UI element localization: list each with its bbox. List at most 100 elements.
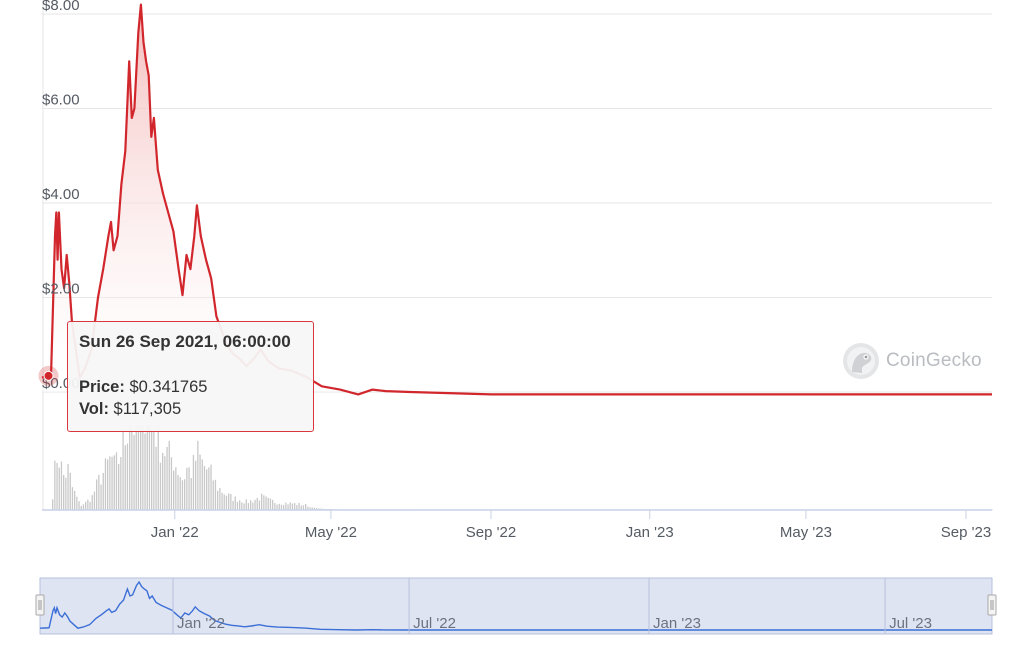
volume-bar bbox=[166, 447, 168, 510]
price-tooltip: Sun 26 Sep 2021, 06:00:00 Price: $0.3417… bbox=[67, 321, 314, 432]
gecko-logo-icon bbox=[843, 343, 879, 379]
navigator-left-handle[interactable] bbox=[35, 594, 45, 616]
volume-bar bbox=[168, 440, 170, 510]
volume-bar bbox=[252, 502, 254, 510]
volume-bar bbox=[254, 499, 256, 510]
volume-bar bbox=[181, 480, 184, 510]
volume-bar bbox=[236, 502, 239, 510]
volume-bar bbox=[102, 472, 104, 510]
hover-point bbox=[43, 370, 54, 381]
volume-bar bbox=[186, 467, 188, 510]
volume-bar bbox=[302, 505, 305, 510]
volume-bar bbox=[124, 445, 126, 510]
volume-bar bbox=[82, 504, 85, 510]
volume-bar bbox=[217, 490, 219, 510]
volume-bar bbox=[230, 493, 232, 510]
volume-bar bbox=[120, 457, 122, 510]
volume-bar bbox=[146, 425, 148, 510]
volume-bar bbox=[274, 502, 276, 510]
volume-bar bbox=[151, 428, 153, 510]
volume-bar bbox=[142, 425, 144, 510]
volume-bar bbox=[307, 506, 309, 510]
volume-bar bbox=[159, 462, 162, 510]
volume-bar bbox=[122, 429, 124, 510]
coingecko-watermark: CoinGecko bbox=[842, 342, 982, 380]
volume-bar bbox=[113, 455, 115, 510]
volume-bar bbox=[98, 474, 100, 510]
volume-bar bbox=[261, 493, 263, 510]
volume-bar bbox=[305, 504, 307, 510]
volume-bar bbox=[296, 505, 298, 510]
volume-bar bbox=[219, 488, 221, 510]
volume-bar bbox=[283, 505, 285, 510]
volume-bar bbox=[78, 501, 80, 510]
volume-bar bbox=[71, 487, 74, 510]
volume-bar bbox=[162, 452, 164, 510]
volume-bar bbox=[239, 500, 241, 510]
tooltip-price-row: Price: $0.341765 bbox=[79, 376, 302, 398]
volume-bar bbox=[243, 503, 245, 510]
x-tick-label: Sep '22 bbox=[466, 524, 516, 541]
volume-bar bbox=[56, 462, 58, 510]
volume-bar bbox=[210, 464, 212, 510]
price-area-fill bbox=[42, 4, 341, 392]
volume-bar bbox=[221, 492, 223, 510]
volume-bar bbox=[85, 501, 87, 510]
y-tick-label: $2.00 bbox=[42, 281, 80, 298]
volume-bar bbox=[280, 504, 283, 510]
volume-bar bbox=[69, 472, 71, 510]
navigator-right-handle[interactable] bbox=[987, 594, 997, 616]
volume-bar bbox=[223, 494, 225, 510]
x-tick-label: May '23 bbox=[780, 524, 832, 541]
volume-bar bbox=[234, 496, 236, 510]
volume-bar bbox=[228, 493, 230, 510]
tooltip-vol-value: $117,305 bbox=[113, 400, 182, 418]
brand-name: CoinGecko bbox=[886, 350, 982, 371]
volume-bar bbox=[87, 499, 89, 510]
volume-bar bbox=[144, 433, 146, 510]
volume-bar bbox=[206, 469, 208, 510]
navigator-tick-label: Jan '22 bbox=[177, 615, 225, 632]
volume-bar bbox=[60, 461, 63, 510]
volume-bar bbox=[164, 456, 166, 510]
y-tick-label: $4.00 bbox=[42, 186, 80, 203]
volume-bar bbox=[109, 456, 111, 510]
volume-bar bbox=[318, 508, 320, 510]
volume-bar bbox=[137, 425, 140, 510]
volume-bar bbox=[991, 509, 993, 510]
volume-bar bbox=[276, 504, 278, 510]
tooltip-date: Sun 26 Sep 2021, 06:00:00 bbox=[79, 332, 291, 351]
volume-bar bbox=[140, 425, 142, 510]
tooltip-vol-row: Vol: $117,305 bbox=[79, 398, 302, 420]
volume-bar bbox=[212, 480, 214, 510]
volume-bar bbox=[197, 440, 199, 510]
navigator-tick-label: Jul '23 bbox=[889, 615, 932, 632]
range-navigator[interactable]: Jan '22 Jul '22 Jan '23 Jul '23 bbox=[35, 577, 997, 635]
tooltip-price-value: $0.341765 bbox=[129, 378, 208, 396]
volume-bar bbox=[107, 459, 109, 510]
volume-bar bbox=[203, 465, 206, 510]
volume-bar bbox=[250, 500, 252, 510]
x-tick-label: Jan '22 bbox=[151, 524, 199, 541]
volume-bar bbox=[199, 454, 201, 510]
navigator-line bbox=[39, 580, 992, 631]
volume-bar bbox=[63, 474, 65, 510]
hover-marker bbox=[38, 365, 59, 386]
volume-bar bbox=[188, 467, 190, 510]
volume-bar bbox=[263, 495, 265, 510]
volume-bar bbox=[52, 499, 54, 510]
x-tick-label: Sep '23 bbox=[941, 524, 991, 541]
volume-bar bbox=[256, 497, 258, 510]
volume-bar bbox=[184, 479, 186, 510]
volume-bar bbox=[313, 507, 316, 510]
volume-bar bbox=[258, 500, 261, 510]
volume-bar bbox=[265, 496, 267, 510]
volume-bar bbox=[126, 443, 129, 510]
volume-bar bbox=[135, 425, 137, 510]
volume-bar bbox=[173, 470, 175, 510]
volume-bar bbox=[232, 500, 234, 510]
volume-bar bbox=[89, 501, 91, 510]
volume-bar bbox=[157, 425, 159, 510]
volume-bar bbox=[76, 496, 78, 510]
